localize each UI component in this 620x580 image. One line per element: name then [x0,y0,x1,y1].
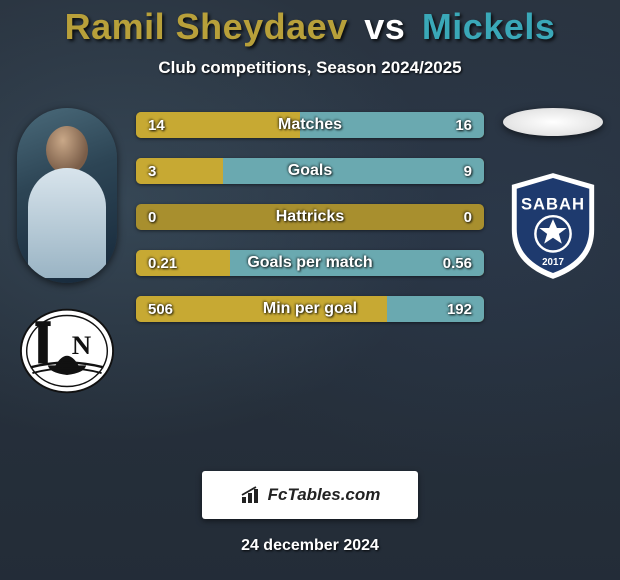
stat-bar: 506Min per goal192 [136,296,484,322]
stat-value-left: 3 [136,163,206,180]
title-vs: vs [364,6,405,47]
subtitle: Club competitions, Season 2024/2025 [0,58,620,78]
svg-text:N: N [72,330,92,360]
stat-bar: 0.21Goals per match0.56 [136,250,484,276]
stat-value-left: 0.21 [136,255,206,272]
stat-value-right: 9 [414,163,484,180]
sabah-year: 2017 [542,257,564,268]
stat-value-right: 0.56 [414,255,484,272]
date-text: 24 december 2024 [0,537,620,555]
stat-value-right: 0 [414,209,484,226]
stat-bar: 3Goals9 [136,158,484,184]
stat-value-right: 16 [414,117,484,134]
footer-brand-text: FcTables.com [268,485,381,505]
stats-bars: 14Matches16 3Goals9 0Hattricks0 0.21Goals p… [126,108,494,342]
stat-label: Min per goal [206,300,414,318]
stat-value-right: 192 [414,301,484,318]
left-side-column: N [8,108,126,401]
stat-label: Hattricks [206,208,414,226]
title-player2: Mickels [422,6,556,47]
player1-photo [17,108,117,283]
player1-jersey [28,168,106,278]
stat-label: Goals [206,162,414,180]
page-title: Ramil Sheydaev vs Mickels [0,0,620,48]
stat-bar: 0Hattricks0 [136,204,484,230]
stat-label: Matches [206,116,414,134]
sabah-logo-icon: SABAH 2017 [504,171,602,281]
stat-value-left: 0 [136,209,206,226]
club-left-badge: N [17,301,117,401]
neftchi-logo-icon: N [19,307,115,395]
title-player1: Ramil Sheydaev [65,6,348,47]
chart-icon [240,485,264,505]
stat-bar: 14Matches16 [136,112,484,138]
club-right-badge: SABAH 2017 [503,176,603,276]
player2-photo [503,108,603,136]
stat-value-left: 14 [136,117,206,134]
stat-value-left: 506 [136,301,206,318]
stat-label: Goals per match [206,254,414,272]
sabah-text: SABAH [521,194,585,213]
footer-brand-badge: FcTables.com [202,471,418,519]
right-side-column: SABAH 2017 [494,108,612,276]
comparison-row: N 14Matches163Goals90Hattricks00.21Goals… [0,108,620,401]
